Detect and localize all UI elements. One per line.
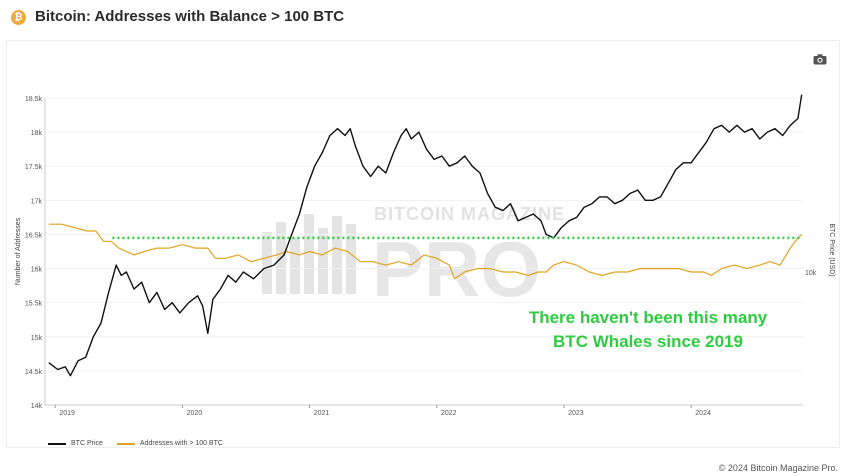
legend-label-addresses: Addresses with > 100 BTC	[139, 440, 223, 447]
legend-swatch-addresses	[116, 442, 135, 445]
y-tick-label: 17k	[31, 198, 43, 205]
bitcoin-icon: ₿	[11, 10, 26, 25]
series-line-addresses	[48, 223, 803, 280]
watermark-text-top: BITCOIN MAGAZINE	[374, 204, 565, 224]
y-tick-label: 15.5k	[25, 301, 43, 308]
annotation-line-1: There haven't been this many	[528, 308, 768, 327]
grid	[45, 97, 803, 406]
annotation-line-2: BTC Whales since 2019	[553, 332, 743, 351]
legend: BTC Price Addresses with > 100 BTC	[48, 440, 223, 447]
y-right-tick-label: 10k	[805, 270, 817, 277]
x-tick-label: 2020	[187, 410, 203, 417]
legend-item-btc-price[interactable]: BTC Price	[48, 440, 103, 447]
legend-item-addresses[interactable]: Addresses with > 100 BTC	[116, 440, 223, 447]
y-tick-label: 18.5k	[25, 96, 43, 103]
y-tick-label: 18k	[31, 130, 43, 137]
chart-title: Bitcoin: Addresses with Balance > 100 BT…	[35, 8, 345, 25]
x-tick-label: 2022	[441, 410, 457, 417]
chart-header: ₿ Bitcoin: Addresses with Balance > 100 …	[0, 0, 848, 36]
y-tick-label: 16.5k	[25, 232, 43, 239]
y-axis-title-right: BTC Price (USD)	[828, 223, 835, 276]
legend-swatch-btc-price	[48, 442, 66, 445]
y-tick-label: 17.5k	[25, 164, 43, 171]
axis-labels: 18.5k 18k 17.5k 17k 16.5k 16k 15.5k 15k 14.5k 14k…	[15, 96, 835, 417]
camera-icon[interactable]	[811, 52, 829, 66]
series-line-btc-price	[48, 94, 803, 377]
y-tick-label: 14k	[31, 403, 43, 410]
plot-frame	[6, 40, 840, 448]
legend-label-btc-price: BTC Price	[71, 440, 103, 447]
axes	[44, 98, 803, 408]
whales-annotation: There haven't been this many BTC Whales …	[488, 306, 808, 354]
x-tick-label: 2023	[568, 410, 584, 417]
y-tick-label: 16k	[31, 267, 43, 274]
x-tick-label: 2019	[59, 410, 75, 417]
x-tick-label: 2021	[314, 410, 330, 417]
y-axis-title-left: Number of Addresses	[15, 217, 22, 285]
y-tick-label: 15k	[31, 335, 43, 342]
x-tick-label: 2024	[695, 410, 711, 417]
copyright-footer: © 2024 Bitcoin Magazine Pro.	[718, 463, 838, 473]
series-layer	[48, 94, 803, 377]
y-tick-label: 14.5k	[25, 369, 43, 376]
